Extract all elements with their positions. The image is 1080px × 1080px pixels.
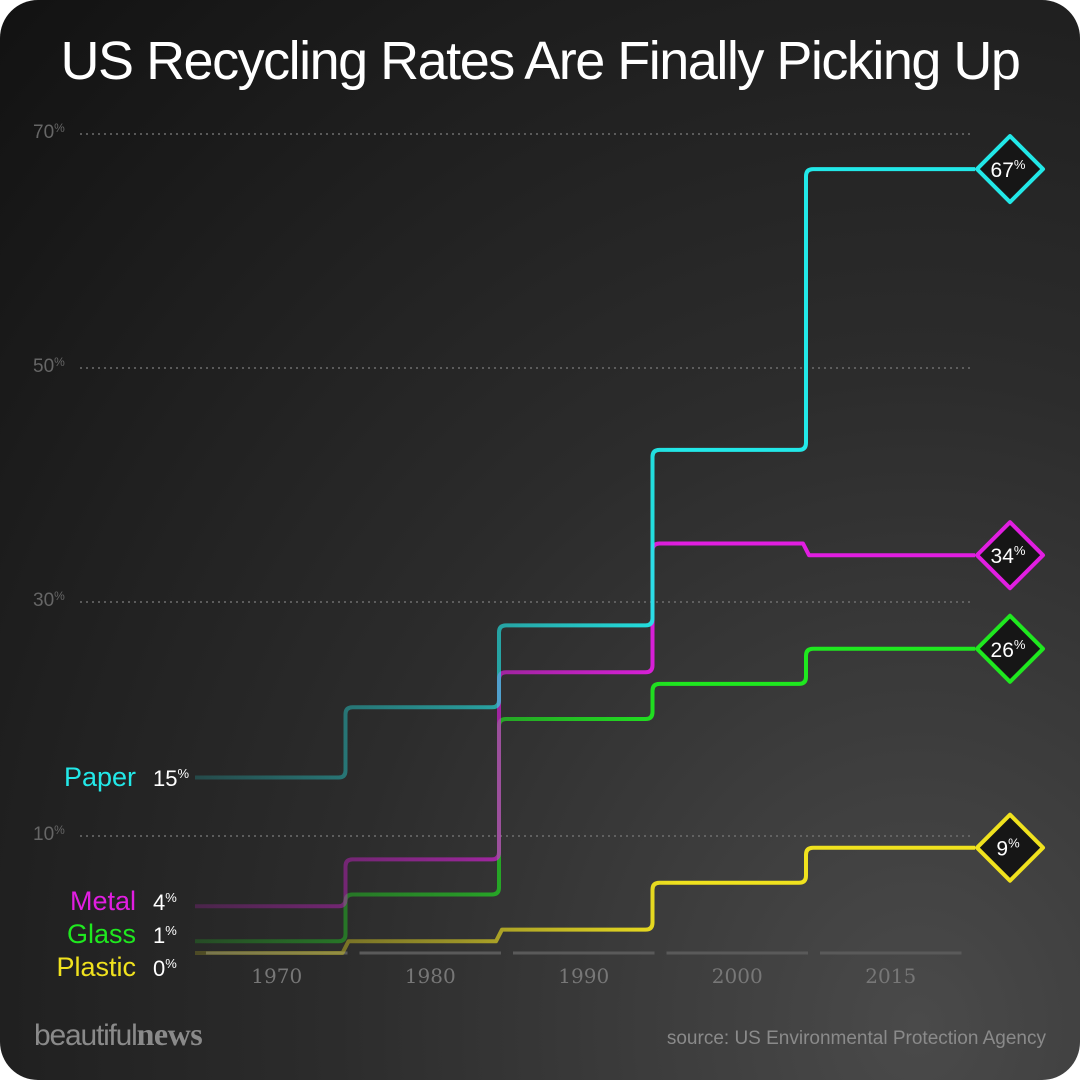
series-start-unit: %: [165, 923, 177, 938]
x-tick-label-2000: 2000: [712, 964, 763, 988]
y-tick-label-10: 10%: [33, 823, 65, 845]
x-tick-label-1990: 1990: [558, 964, 609, 988]
series-start-value-glass: 1%: [153, 923, 177, 948]
y-tick-label-30: 30%: [33, 589, 65, 611]
y-tick-unit: %: [54, 589, 65, 603]
series-line-paper: [195, 167, 975, 780]
series-name-glass: Glass: [67, 919, 136, 949]
series-start-value-plastic: 0%: [153, 956, 177, 981]
x-tick-label-1970: 1970: [251, 964, 302, 988]
series-start-value-metal: 4%: [153, 890, 177, 915]
end-value-unit: %: [1008, 836, 1020, 851]
series-start-unit: %: [165, 956, 177, 971]
end-value-unit: %: [1014, 543, 1026, 558]
series-name-metal: Metal: [70, 886, 136, 916]
x-tick-label-1980: 1980: [405, 964, 456, 988]
logo-light: beautiful: [34, 1019, 138, 1052]
series-start-value-paper: 15%: [153, 766, 189, 791]
series-line-metal: [195, 541, 975, 909]
y-tick-unit: %: [54, 355, 65, 369]
end-value-unit: %: [1014, 157, 1026, 172]
y-tick-label-70: 70%: [33, 121, 65, 143]
end-badge-plastic: [975, 812, 1045, 883]
source-note: source: US Environmental Protection Agen…: [666, 1028, 1046, 1049]
end-badge-glass: [975, 613, 1045, 684]
end-badge-metal: [975, 520, 1045, 591]
end-value-unit: %: [1014, 637, 1026, 652]
chart-title: US Recycling Rates Are Finally Picking U…: [60, 31, 1021, 91]
end-value-label-metal: 34%: [991, 543, 1026, 568]
y-tick-unit: %: [54, 121, 65, 135]
y-tick-label-50: 50%: [33, 355, 65, 377]
brand-logo: beautifulnews: [34, 1016, 203, 1053]
series-start-unit: %: [165, 890, 177, 905]
series-name-paper: Paper: [64, 762, 136, 792]
logo-bold: news: [136, 1016, 203, 1052]
y-tick-unit: %: [54, 823, 65, 837]
series-line-glass: [195, 646, 975, 944]
end-badge-paper: [975, 134, 1045, 205]
x-tick-label-2015: 2015: [865, 964, 916, 988]
series-line-plastic: [195, 845, 975, 955]
series-start-unit: %: [177, 766, 189, 781]
series-name-plastic: Plastic: [56, 952, 136, 982]
